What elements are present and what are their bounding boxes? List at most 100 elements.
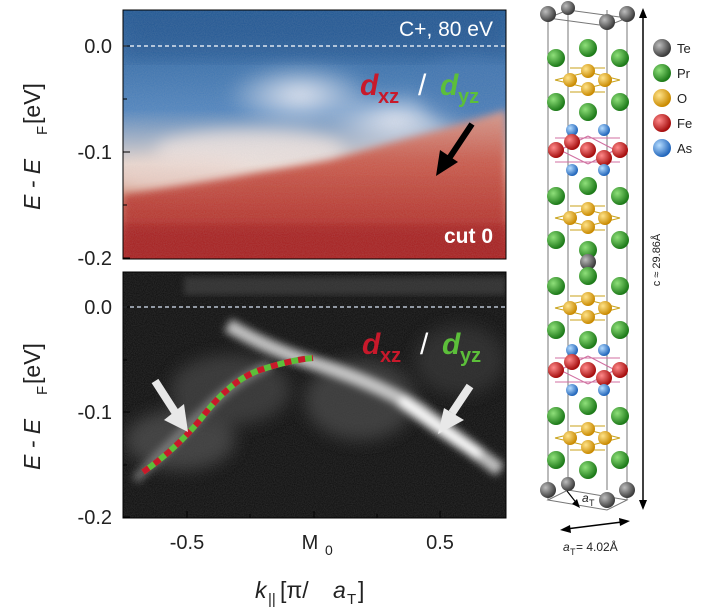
- legend-label-o: O: [677, 91, 687, 106]
- o-atom: [563, 431, 577, 445]
- bottom-xaxis: -0.5 M 0 0.5: [170, 511, 454, 558]
- pr-atom: [547, 407, 565, 425]
- as-atom: [566, 384, 578, 396]
- pr-atom: [579, 39, 597, 57]
- pr-atom: [579, 267, 597, 285]
- pr-atom: [611, 49, 629, 67]
- as-atom: [598, 124, 610, 136]
- fe-atom: [580, 142, 596, 158]
- o-atom: [581, 202, 595, 216]
- te-atom: [561, 1, 575, 15]
- top-orbital-2-symbol: d: [440, 69, 459, 102]
- c-axis-arrow: [639, 8, 647, 510]
- pr-atom: [611, 93, 629, 111]
- pr-atom: [547, 93, 565, 111]
- bottom-orbital-label: d xz / d yz: [362, 328, 481, 367]
- pr-atom: [579, 241, 597, 259]
- fe-atom: [580, 362, 596, 378]
- element-legend: Te Pr O Fe As: [653, 39, 693, 157]
- bottom-ylabel-main: E - E: [19, 418, 45, 470]
- top-panel-frame: [122, 9, 507, 260]
- bottom-orbital-2-sub: yz: [460, 345, 481, 367]
- legend-label-te: Te: [677, 41, 691, 56]
- te-atom: [540, 6, 556, 22]
- bottom-ytick-0: 0.0: [84, 297, 112, 319]
- legend-swatch-as: [653, 139, 671, 157]
- as-atom: [566, 344, 578, 356]
- o-atom: [581, 82, 595, 96]
- legend-swatch-o: [653, 89, 671, 107]
- as-atom: [598, 344, 610, 356]
- bottom-orbital-1-sub: xz: [380, 345, 401, 367]
- bottom-curvature-panel: [123, 272, 506, 518]
- legend-swatch-te: [653, 39, 671, 57]
- bottom-orbital-1-symbol: d: [362, 328, 381, 361]
- fe-atom: [612, 362, 628, 378]
- te-atom: [599, 14, 615, 30]
- te-atom: [619, 482, 635, 498]
- o-atom: [581, 292, 595, 306]
- o-atom: [581, 440, 595, 454]
- xlabel-rest: [π/: [280, 577, 309, 603]
- pr-atom: [611, 451, 629, 469]
- pr-atom: [547, 321, 565, 339]
- top-orbital-2-sub: yz: [458, 86, 479, 108]
- pr-atom: [579, 461, 597, 479]
- legend-label-fe: Fe: [677, 116, 692, 131]
- pr-atom: [547, 49, 565, 67]
- as-atom: [566, 164, 578, 176]
- bottom-arrow-right: [438, 383, 474, 434]
- top-orbital-1-symbol: d: [360, 69, 379, 102]
- xlabel-ksub: ||: [268, 591, 276, 608]
- fe-atom: [596, 370, 612, 386]
- pr-atom: [611, 277, 629, 295]
- atom-layer-group: [540, 1, 635, 508]
- fe-atom: [596, 150, 612, 166]
- o-atom: [598, 431, 612, 445]
- o-atom: [563, 301, 577, 315]
- top-ylabel-unit: [eV]: [19, 83, 45, 124]
- a-eq-main: a: [563, 540, 570, 554]
- bottom-ytick-1: -0.1: [78, 402, 112, 424]
- o-atom: [563, 211, 577, 225]
- top-orbital-separator: /: [418, 69, 427, 102]
- o-atom: [598, 73, 612, 87]
- bottom-arrow-left: [151, 378, 188, 432]
- a-bottom-label: a T = 4.02Å: [563, 539, 618, 557]
- o-atom: [581, 310, 595, 324]
- o-atom: [581, 64, 595, 78]
- legend-swatch-fe: [653, 114, 671, 132]
- fe-atom: [612, 142, 628, 158]
- legend-swatch-pr: [653, 64, 671, 82]
- as-atom: [566, 124, 578, 136]
- top-orbital-label: d xz / d yz: [360, 69, 479, 108]
- as-atom: [598, 164, 610, 176]
- top-ylabel-main: E - E: [19, 158, 45, 210]
- c-axis-label: c ≈ 29.86Å: [650, 233, 663, 286]
- pr-atom: [547, 231, 565, 249]
- bottom-orbital-separator: /: [420, 328, 429, 361]
- a-small-label-sub: T: [589, 498, 595, 508]
- te-atom: [561, 477, 575, 491]
- top-cut-label: cut 0: [444, 225, 493, 248]
- top-ytick-0: 0.0: [84, 36, 112, 58]
- pr-atom: [611, 231, 629, 249]
- top-conditions-label: C+, 80 eV: [399, 18, 493, 41]
- pr-atom: [579, 177, 597, 195]
- bond-line: [559, 149, 589, 165]
- xlabel-close: ]: [358, 577, 364, 603]
- xlabel-a: a: [333, 577, 346, 603]
- xtick-m-sub: 0: [325, 542, 333, 558]
- fe-atom: [564, 354, 580, 370]
- bond-line: [587, 135, 616, 151]
- legend-label-as: As: [677, 141, 693, 156]
- te-atom: [540, 482, 556, 498]
- te-atom: [580, 254, 596, 270]
- as-atom: [598, 384, 610, 396]
- a-axis-bottom-arrow: [560, 518, 630, 533]
- a-axis-small-arrow: [566, 490, 580, 508]
- bottom-ytick-2: -0.2: [78, 507, 112, 529]
- top-ytick-1: -0.1: [78, 142, 112, 164]
- bond-line: [587, 355, 616, 371]
